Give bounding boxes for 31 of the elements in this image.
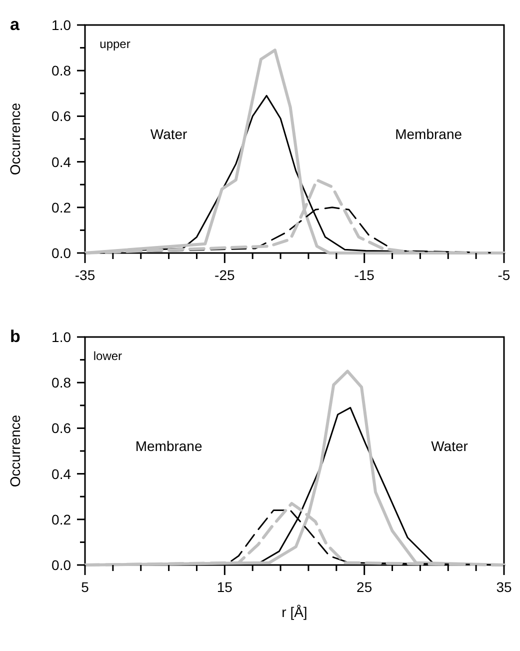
x-tick-label: 5 <box>81 579 90 595</box>
y-tick-label: 0.0 <box>52 557 72 573</box>
y-tick-label: 0.4 <box>52 466 72 482</box>
y-tick-label: 1.0 <box>52 329 72 345</box>
x-tick-label: 15 <box>216 579 233 595</box>
x-tick-label: -25 <box>214 267 235 283</box>
y-tick-label: 0.6 <box>52 108 72 124</box>
x-tick-label: -15 <box>354 267 375 283</box>
y-tick-label: 0.8 <box>52 62 72 79</box>
chart-title: b <box>10 327 20 346</box>
y-tick-label: 0.2 <box>52 199 72 216</box>
y-axis-title: Occurrence <box>7 414 23 488</box>
y-tick-label: 0.0 <box>52 245 72 261</box>
x-tick-label: -35 <box>74 267 96 283</box>
y-tick-label: 0.6 <box>52 420 72 436</box>
y-tick-label: 0.8 <box>52 374 72 391</box>
x-tick-label: 35 <box>496 579 512 595</box>
annotation: lower <box>93 348 122 363</box>
y-tick-label: 0.4 <box>52 154 72 170</box>
annotation: Membrane <box>135 438 202 454</box>
y-tick-label: 0.2 <box>52 511 72 528</box>
y-tick-label: 1.0 <box>52 17 72 33</box>
annotation: upper <box>100 36 130 51</box>
annotation: Membrane <box>395 126 462 142</box>
x-axis-title: r [Å] <box>282 604 308 620</box>
annotation: Water <box>431 438 468 454</box>
x-tick-label: -5 <box>498 267 510 283</box>
x-tick-label: 25 <box>356 579 372 595</box>
chart-title: a <box>10 15 20 34</box>
annotation: Water <box>150 126 188 142</box>
y-axis-title: Occurrence <box>7 102 23 176</box>
